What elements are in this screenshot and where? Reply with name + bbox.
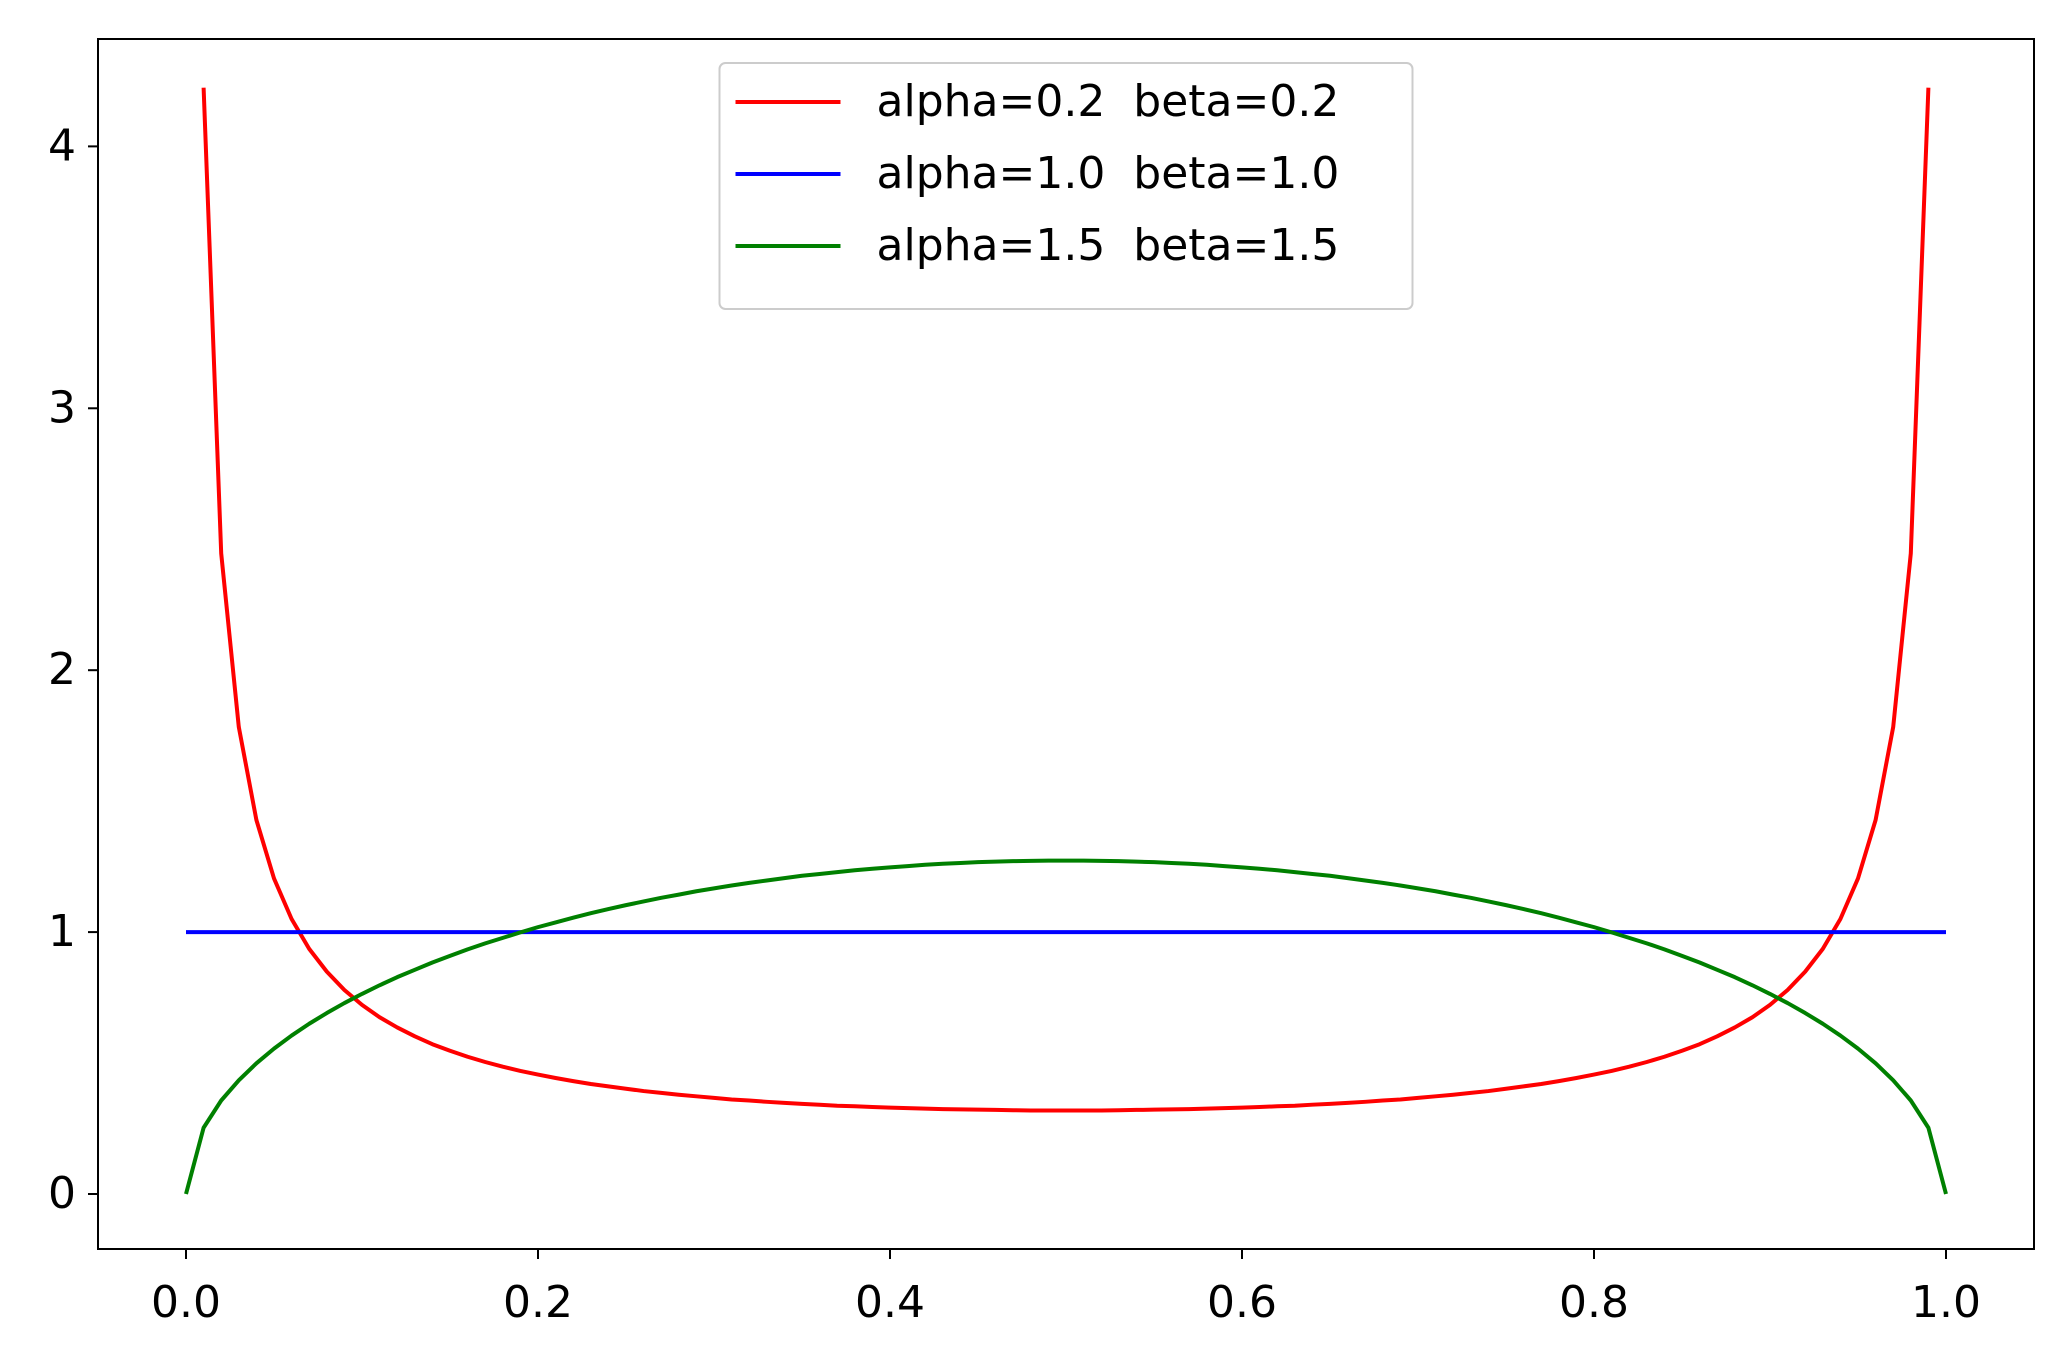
- x-tick-label: 0.6: [1207, 1277, 1277, 1328]
- x-tick-label: 0.0: [151, 1277, 221, 1328]
- x-tick-label: 0.8: [1559, 1277, 1629, 1328]
- line-series: [201, 87, 1931, 1113]
- y-tick-label: 0: [48, 1168, 76, 1219]
- y-tick-label: 1: [48, 906, 76, 957]
- legend-label: alpha=1.5 beta=1.5: [877, 220, 1340, 271]
- x-tick-label: 0.4: [855, 1277, 925, 1328]
- y-tick-label: 2: [48, 644, 76, 695]
- y-tick-label: 4: [48, 120, 76, 171]
- legend-label: alpha=1.0 beta=1.0: [877, 148, 1340, 199]
- legend-label: alpha=0.2 beta=0.2: [877, 76, 1340, 127]
- line-series: [184, 858, 1948, 1195]
- plot-frame: [97, 38, 2035, 1250]
- y-tick-label: 3: [48, 382, 76, 433]
- x-tick-label: 0.2: [503, 1277, 573, 1328]
- legend-box: [718, 62, 1414, 310]
- x-tick-label: 1.0: [1911, 1277, 1981, 1328]
